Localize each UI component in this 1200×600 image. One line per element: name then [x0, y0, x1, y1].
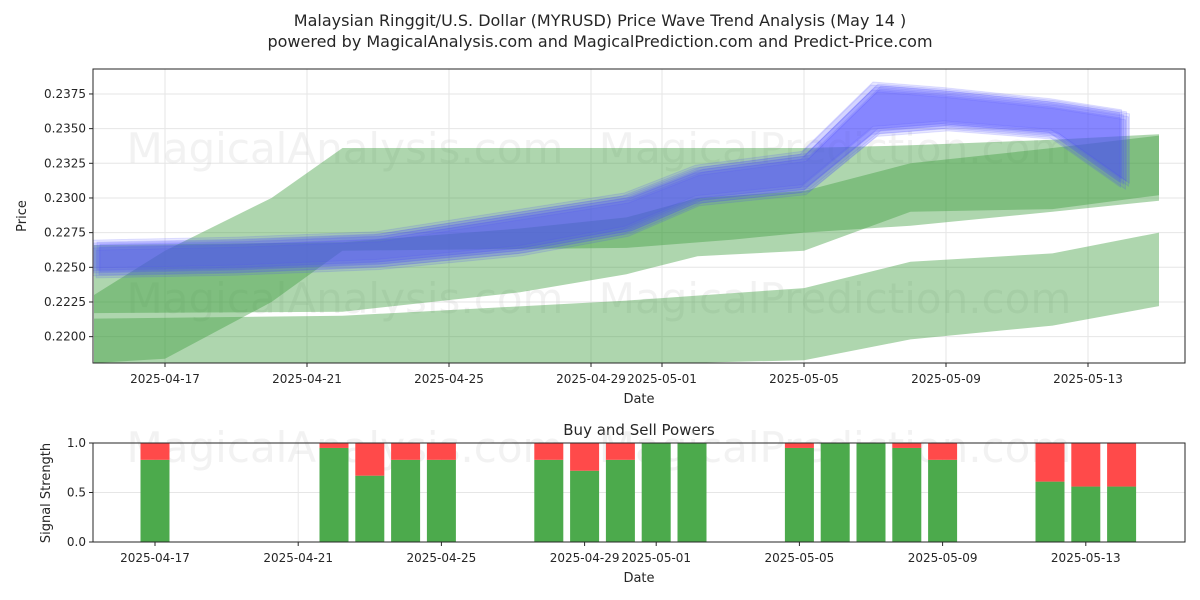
- buy-bar: [140, 459, 170, 542]
- buy-bar: [856, 443, 886, 542]
- buy-bar: [534, 459, 564, 542]
- sell-bar: [605, 443, 635, 460]
- main-plot-frame: [93, 69, 1185, 363]
- signal-x-tick-label: 2025-05-05: [765, 551, 835, 565]
- sell-bar: [892, 443, 922, 448]
- signal-x-tick-label: 2025-05-01: [621, 551, 691, 565]
- buy-bar: [605, 459, 635, 542]
- main-y-ticks: 0.2200 0.2225 0.2250 0.2275 0.2300 0.2325 0.23…: [44, 87, 93, 344]
- signal-x-tick-label: 2025-04-25: [407, 551, 477, 565]
- sell-bar: [355, 443, 385, 476]
- main-plot-border: [92, 68, 1186, 364]
- sell-bar: [570, 443, 600, 471]
- main-x-tick-label: 2025-05-09: [911, 372, 981, 386]
- blue-band-layer: [98, 88, 1129, 276]
- watermark-analysis-top: MagicalAnalysis.com: [127, 124, 564, 173]
- green-band-1: [94, 135, 1159, 314]
- buy-bar: [677, 443, 707, 542]
- signal-y-tick-label: 0.5: [67, 486, 86, 500]
- buy-bar: [426, 459, 456, 542]
- buy-bar: [1107, 486, 1137, 542]
- main-x-tick-label: 2025-04-17: [130, 372, 200, 386]
- watermark-prediction-bottom: MagicalPrediction.com: [599, 274, 1072, 323]
- signal-x-tick-label: 2025-04-17: [120, 551, 190, 565]
- main-y-axis-label: Price: [15, 200, 30, 232]
- buy-bar: [892, 447, 922, 542]
- buy-bar: [820, 443, 850, 542]
- signal-x-tick-label: 2025-05-09: [908, 551, 978, 565]
- bands-clip-group: [93, 81, 1159, 363]
- buy-bar: [1035, 481, 1065, 542]
- main-watermarks: MagicalAnalysis.com MagicalPrediction.co…: [127, 124, 1072, 323]
- sell-bar: [426, 443, 456, 460]
- signal-x-tick-label: 2025-05-13: [1051, 551, 1121, 565]
- watermark-prediction-top: MagicalPrediction.com: [599, 124, 1072, 173]
- signal-x-tick-label: 2025-04-29: [550, 551, 620, 565]
- buy-bar: [641, 443, 671, 542]
- signal-y-ticks: 0.0 0.5 1.0: [67, 436, 93, 549]
- main-y-tick-label: 0.2350: [44, 122, 86, 136]
- signal-x-tick-label: 2025-04-21: [263, 551, 333, 565]
- main-x-axis-label: Date: [623, 392, 654, 407]
- sell-bar: [140, 443, 170, 460]
- buy-bar: [355, 475, 385, 542]
- main-x-ticks: 2025-04-17 2025-04-21 2025-04-25 2025-04-29…: [130, 363, 1123, 386]
- sell-bar: [1035, 443, 1065, 482]
- signal-y-tick-label: 1.0: [67, 436, 86, 450]
- main-x-tick-label: 2025-05-05: [769, 372, 839, 386]
- blue-band-layer: [95, 91, 1126, 279]
- green-band-2: [94, 232, 1159, 363]
- main-x-tick-label: 2025-05-01: [627, 372, 697, 386]
- blue-band-layer: [99, 85, 1130, 273]
- signal-y-axis-label: Signal Strength: [39, 443, 54, 543]
- signal-title: Buy and Sell Powers: [563, 421, 715, 439]
- main-x-tick-label: 2025-04-21: [272, 372, 342, 386]
- green-band-0: [94, 134, 1159, 363]
- sell-bar: [784, 443, 814, 448]
- sell-bar: [928, 443, 958, 460]
- blue-band-layer: [96, 83, 1127, 271]
- main-y-tick-label: 0.2325: [44, 156, 86, 170]
- sell-bar: [391, 443, 421, 460]
- buy-bar: [319, 447, 349, 542]
- buy-bar: [570, 470, 600, 542]
- main-plot: MagicalAnalysis.com MagicalPrediction.co…: [15, 68, 1186, 407]
- signal-x-ticks: 2025-04-17 2025-04-21 2025-04-25 2025-04-29…: [120, 542, 1121, 565]
- main-y-tick-label: 0.2200: [44, 330, 86, 344]
- sell-bar: [1071, 443, 1101, 487]
- main-x-tick-label: 2025-04-29: [556, 372, 626, 386]
- sell-bar: [319, 443, 349, 448]
- blue-band-layer: [93, 81, 1122, 269]
- blue-band-layer: [93, 86, 1124, 274]
- watermark-analysis-bottom: MagicalAnalysis.com: [127, 274, 564, 323]
- buy-bar: [391, 459, 421, 542]
- blue-band-layer: [93, 89, 1121, 277]
- main-x-tick-label: 2025-04-25: [414, 372, 484, 386]
- main-y-tick-label: 0.2275: [44, 226, 86, 240]
- main-y-tick-label: 0.2375: [44, 87, 86, 101]
- sell-bar: [1107, 443, 1137, 487]
- blue-band-layer: [93, 84, 1120, 272]
- main-x-tick-label: 2025-05-13: [1053, 372, 1123, 386]
- buy-bar: [1071, 486, 1101, 542]
- signal-y-tick-label: 0.0: [67, 535, 86, 549]
- buy-bar: [784, 447, 814, 542]
- chart-subtitle: powered by MagicalAnalysis.com and Magic…: [267, 32, 932, 51]
- main-grid: [93, 69, 1185, 363]
- main-y-tick-label: 0.2250: [44, 260, 86, 274]
- chart-title: Malaysian Ringgit/U.S. Dollar (MYRUSD) P…: [294, 11, 906, 30]
- buy-bar: [928, 459, 958, 542]
- signal-plot: Buy and Sell Powers MagicalAnalysis.com …: [39, 421, 1186, 586]
- signal-x-axis-label: Date: [623, 571, 654, 586]
- trend-bands: [93, 81, 1159, 363]
- main-y-tick-label: 0.2300: [44, 191, 86, 205]
- sell-bar: [534, 443, 564, 460]
- main-y-tick-label: 0.2225: [44, 295, 86, 309]
- signal-bars: [140, 443, 1137, 542]
